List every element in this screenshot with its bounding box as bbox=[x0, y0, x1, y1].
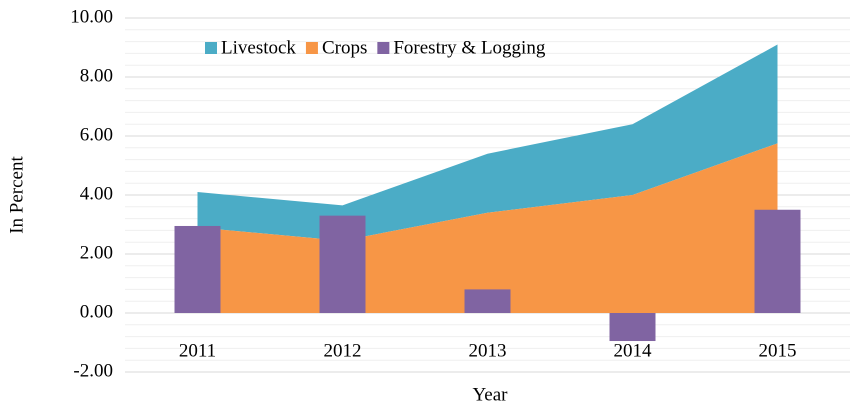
x-tick-label: 2013 bbox=[469, 340, 507, 361]
y-tick-label: 6.00 bbox=[80, 124, 113, 145]
y-tick-label: -2.00 bbox=[73, 360, 113, 381]
y-tick-label: 2.00 bbox=[80, 242, 113, 263]
bar bbox=[609, 313, 656, 342]
legend-swatch bbox=[305, 42, 318, 54]
legend-label: Forestry & Logging bbox=[393, 37, 545, 58]
x-axis-label: Year bbox=[472, 384, 508, 405]
y-tick-label: 10.00 bbox=[70, 6, 113, 27]
bar bbox=[754, 209, 801, 313]
y-tick-label: 8.00 bbox=[80, 65, 113, 86]
x-tick-label: 2012 bbox=[324, 340, 362, 361]
x-tick-label: 2015 bbox=[759, 340, 797, 361]
x-tick-label: 2014 bbox=[614, 340, 653, 361]
y-axis-label: In Percent bbox=[6, 156, 27, 234]
y-tick-label: 0.00 bbox=[80, 301, 113, 322]
legend-swatch bbox=[377, 42, 390, 54]
y-tick-label: 4.00 bbox=[80, 183, 113, 204]
legend: Livestock Crops Forestry & Logging bbox=[205, 37, 546, 58]
area bbox=[197, 44, 778, 241]
x-tick-label: 2011 bbox=[179, 340, 216, 361]
legend-label: Crops bbox=[322, 37, 367, 58]
bar bbox=[174, 225, 221, 313]
bar bbox=[464, 289, 511, 313]
legend-swatch bbox=[205, 42, 217, 54]
legend-label: Livestock bbox=[221, 37, 296, 58]
bar bbox=[319, 215, 366, 313]
